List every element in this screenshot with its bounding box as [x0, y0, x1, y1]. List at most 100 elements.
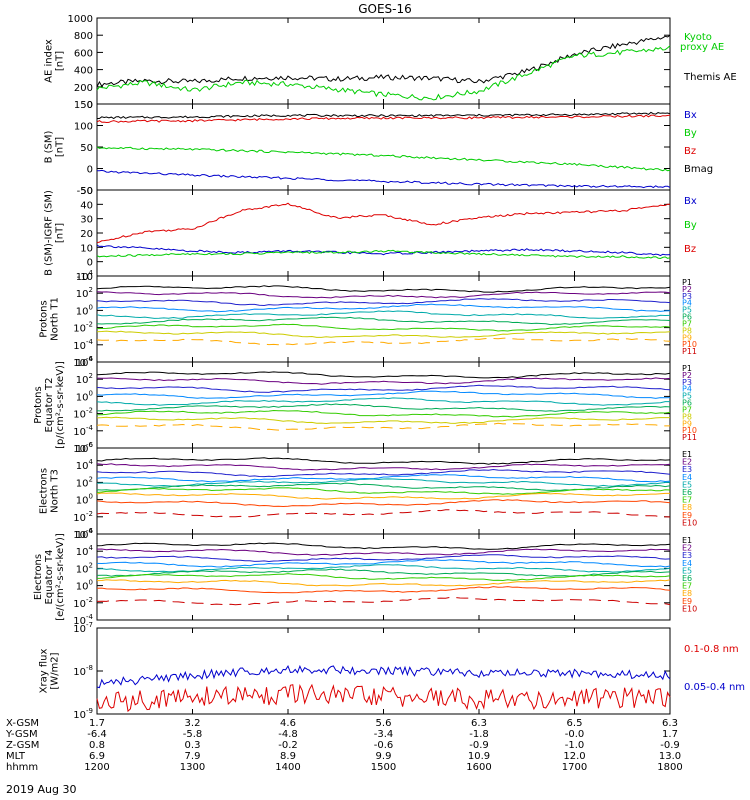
footer-value: -0.6	[374, 740, 394, 751]
channel-label-e6: E6	[682, 574, 692, 583]
series-line-bx	[96, 244, 671, 257]
channel-line-e4	[96, 474, 671, 483]
channel-line-e3	[96, 468, 671, 478]
series-line-bmag	[97, 111, 671, 120]
y-tick-label: 1000	[68, 14, 93, 25]
footer-value: -0.2	[278, 740, 298, 751]
y-axis-label: B (SM)-IGRF (SM)[nT]	[44, 190, 66, 276]
y-tick-label: -50	[77, 186, 93, 197]
y-tick-label: 20	[80, 229, 93, 240]
channel-line-e7	[96, 573, 671, 582]
y-tick-label: 10-2	[73, 407, 93, 421]
y-tick-label: 0	[87, 100, 93, 111]
legend-proxy-ae: proxy AE	[680, 42, 724, 53]
y-tick-label: 10	[80, 243, 93, 254]
channel-label-e9: E9	[682, 511, 692, 520]
footer-value: 3.2	[185, 718, 201, 729]
channel-label-p2: P2	[682, 285, 692, 294]
channel-line-p1	[96, 285, 671, 293]
legend-themis-ae: Themis AE	[683, 72, 737, 83]
channel-label-e4: E4	[682, 473, 692, 482]
panel-frame	[96, 447, 671, 535]
series-line-bx	[97, 169, 671, 189]
y-tick-label: 104	[76, 458, 94, 472]
channel-line-e8	[96, 492, 670, 500]
y-axis-label: B (SM)[nT]	[44, 130, 66, 163]
channel-line-p2	[96, 377, 671, 385]
channel-label-p9: P9	[682, 419, 692, 428]
channel-line-e9	[96, 586, 671, 594]
channel-line-p3	[96, 384, 671, 393]
channel-line-p5	[96, 310, 671, 319]
legend-bx: Bx	[684, 110, 697, 121]
footer-value: -0.9	[660, 740, 680, 751]
y-tick-label: -10	[77, 272, 93, 283]
channel-label-e1: E1	[682, 536, 692, 545]
channel-label-e3: E3	[682, 551, 692, 560]
legend-bx: Bx	[684, 196, 697, 207]
channel-line-p2	[96, 291, 671, 299]
panel-3: 50 40 30 20 10 0 -10 B (SM)-IGRF (SM)[nT] Bx By Bz	[44, 186, 697, 283]
y-tick-label: 106	[76, 527, 94, 541]
y-tick-label: 102	[76, 475, 93, 489]
channel-label-p3: P3	[682, 292, 692, 301]
channel-line-p6	[96, 403, 671, 412]
footer-row-label: X-GSM	[6, 718, 39, 729]
y-axis-label: ProtonsNorth T1	[39, 297, 61, 341]
legend-bmag: Bmag	[684, 164, 713, 175]
channel-label-p4: P4	[682, 385, 692, 394]
y-tick-label: 0	[87, 258, 93, 269]
footer-value: 6.3	[662, 718, 678, 729]
y-axis-label: ElectronsNorth T3	[39, 468, 61, 514]
date-label: 2019 Aug 30	[6, 783, 76, 796]
footer-value: 1700	[562, 762, 587, 773]
y-tick-label: 104	[76, 544, 94, 558]
channel-line-e5	[96, 564, 671, 573]
y-tick-label: 400	[74, 66, 93, 77]
y-tick-label: 0	[87, 165, 93, 176]
channel-label-e7: E7	[682, 496, 692, 505]
channel-label-e5: E5	[682, 480, 692, 489]
footer-value: -0.0	[565, 729, 585, 740]
channel-label-p4: P4	[682, 299, 692, 308]
channel-line-p4	[96, 390, 671, 399]
y-tick-label: 10-2	[73, 510, 93, 524]
footer-value: -0.9	[469, 740, 489, 751]
channel-line-e2	[96, 548, 671, 556]
legend-by: By	[684, 220, 697, 231]
footer-value: 8.9	[280, 751, 296, 762]
y-tick-label: 50	[80, 143, 93, 154]
channel-line-e4	[96, 559, 671, 568]
channel-label-p10: P10	[682, 426, 697, 435]
footer-value: -6.4	[87, 729, 107, 740]
channel-line-e10	[96, 596, 671, 606]
channel-label-e8: E8	[682, 503, 692, 512]
y-tick-label: 102	[76, 561, 93, 575]
channel-label-p5: P5	[682, 306, 692, 315]
channel-line-e8	[96, 579, 671, 587]
footer-value: 6.3	[471, 718, 487, 729]
series-line-0-05-0-4-nm	[96, 664, 671, 689]
channel-line-e7	[96, 487, 671, 495]
footer-row-label: Z-GSM	[6, 740, 39, 751]
y-axis-label: AE index[nT]	[44, 39, 66, 83]
channel-line-e1	[96, 542, 671, 550]
series-line-bz	[96, 202, 670, 244]
y-tick-label: 150	[74, 100, 93, 111]
y-tick-label: 104	[76, 355, 94, 369]
legend-xray-short: 0.05-0.4 nm	[684, 682, 745, 693]
panel-1: 1000 800 600 400 200 0 AE index[nT] Kyotoproxy …	[44, 14, 737, 111]
channel-label-p11: P11	[682, 433, 697, 442]
y-tick-label: 100	[76, 493, 93, 507]
footer-row-label: hhmm	[6, 762, 38, 773]
footer-value: 4.6	[280, 718, 296, 729]
footer-value: -4.8	[278, 729, 298, 740]
legend-by: By	[684, 128, 697, 139]
channel-line-e2	[96, 463, 671, 471]
series-line-by	[96, 146, 671, 172]
footer-value: 1.7	[662, 729, 678, 740]
